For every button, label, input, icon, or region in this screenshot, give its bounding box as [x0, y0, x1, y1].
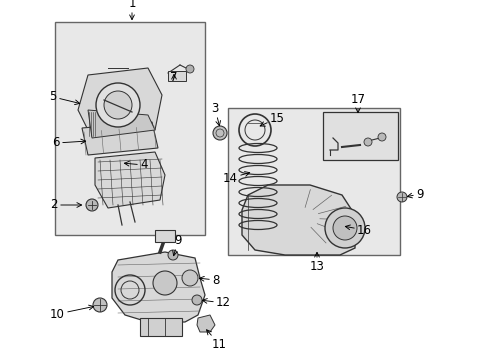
Text: 16: 16 — [345, 224, 371, 237]
Circle shape — [396, 192, 406, 202]
Circle shape — [377, 133, 385, 141]
Bar — [227, 108, 399, 255]
Text: 12: 12 — [202, 297, 230, 310]
Bar — [55, 22, 204, 235]
Text: 7: 7 — [170, 71, 177, 84]
Circle shape — [192, 295, 202, 305]
Polygon shape — [82, 122, 158, 155]
Text: 11: 11 — [206, 330, 226, 351]
Text: 5: 5 — [49, 90, 80, 105]
Text: 14: 14 — [223, 171, 249, 184]
Bar — [155, 230, 175, 242]
Text: 13: 13 — [309, 252, 324, 273]
Polygon shape — [242, 185, 354, 255]
Polygon shape — [112, 252, 204, 322]
Bar — [140, 318, 182, 336]
Polygon shape — [78, 68, 162, 138]
Circle shape — [182, 270, 198, 286]
Text: 1: 1 — [128, 0, 136, 19]
Text: 9: 9 — [407, 188, 423, 201]
Text: 2: 2 — [50, 198, 81, 211]
Circle shape — [363, 138, 371, 146]
Polygon shape — [197, 315, 215, 332]
Text: 15: 15 — [260, 112, 285, 126]
Circle shape — [153, 271, 177, 295]
Bar — [168, 71, 185, 81]
Circle shape — [185, 65, 194, 73]
Text: 4: 4 — [124, 158, 147, 171]
Text: 17: 17 — [350, 93, 365, 113]
Polygon shape — [88, 110, 155, 138]
Circle shape — [86, 199, 98, 211]
Circle shape — [96, 83, 140, 127]
Circle shape — [93, 298, 107, 312]
Bar — [323, 112, 397, 160]
Text: 8: 8 — [199, 274, 219, 287]
Text: 10: 10 — [50, 305, 94, 320]
Circle shape — [213, 126, 226, 140]
Polygon shape — [95, 152, 164, 208]
Circle shape — [168, 250, 178, 260]
Text: 6: 6 — [52, 136, 85, 149]
Text: 3: 3 — [211, 102, 220, 126]
Circle shape — [325, 208, 364, 248]
Text: 9: 9 — [172, 234, 182, 256]
Circle shape — [104, 91, 132, 119]
Circle shape — [332, 216, 356, 240]
